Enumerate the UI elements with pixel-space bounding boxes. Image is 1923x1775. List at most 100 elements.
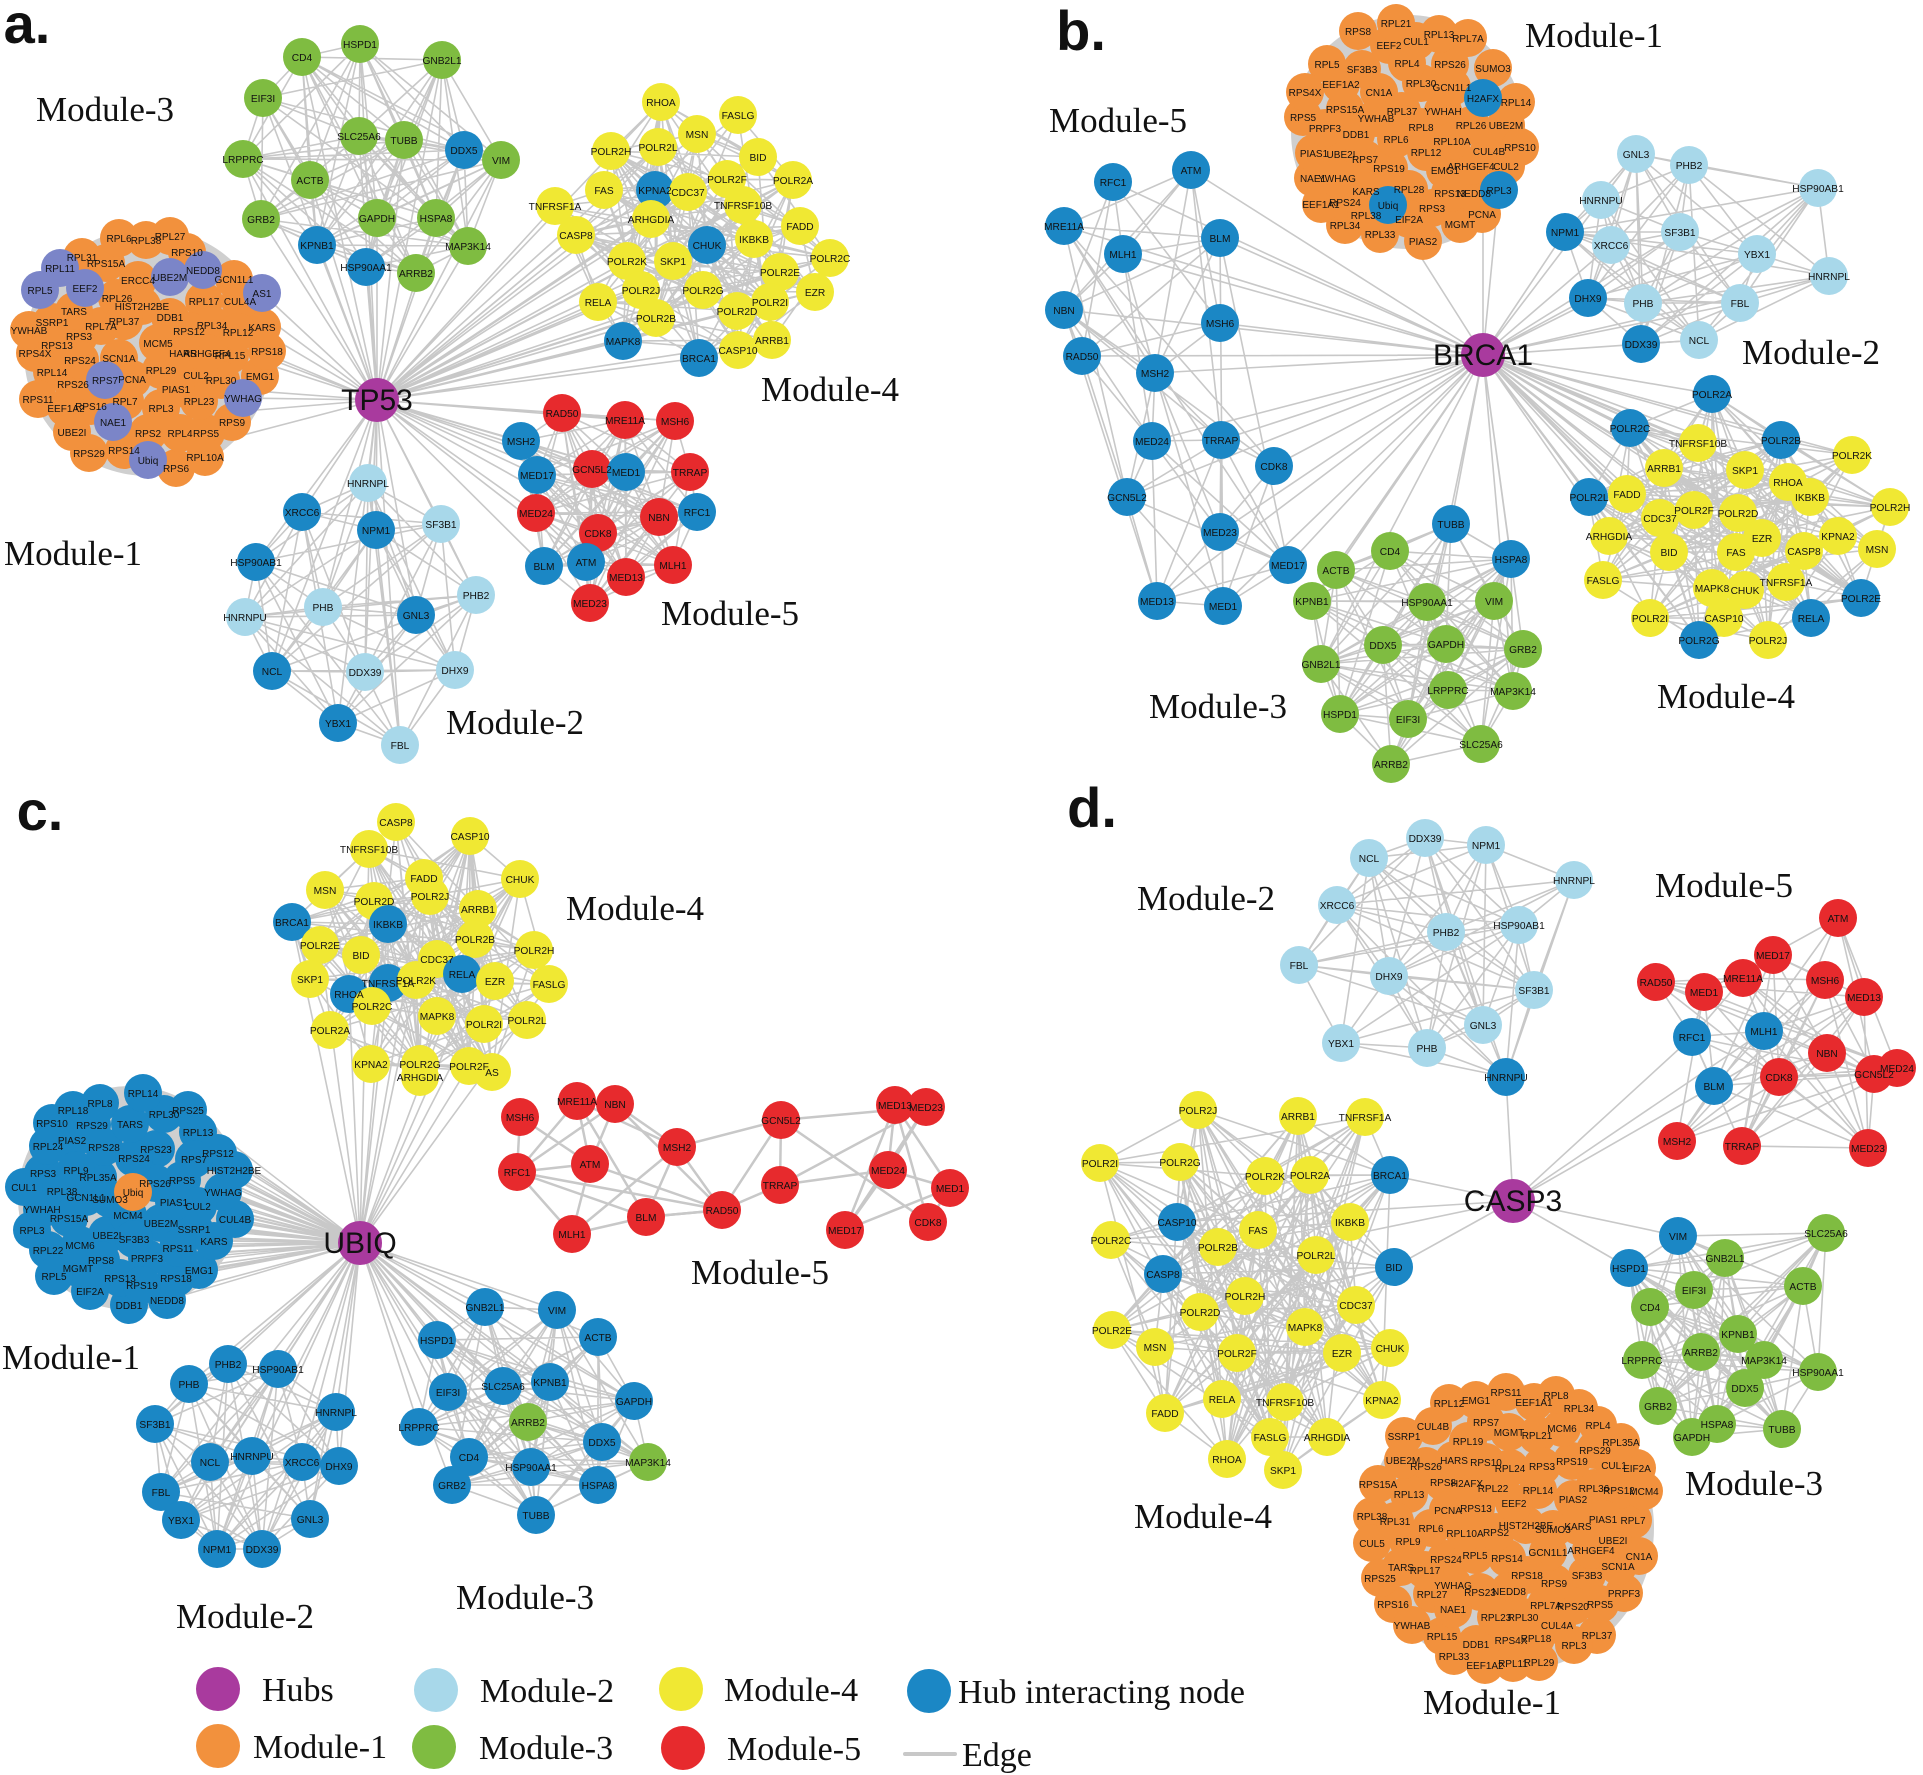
- svg-text:POLR2B: POLR2B: [1761, 436, 1801, 447]
- svg-text:RPL11: RPL11: [45, 264, 75, 275]
- svg-text:GCN5L2: GCN5L2: [1107, 493, 1147, 504]
- svg-text:d.: d.: [1067, 776, 1117, 839]
- svg-text:RPL34: RPL34: [197, 321, 228, 332]
- svg-text:UBE2I: UBE2I: [1599, 1536, 1628, 1547]
- svg-text:a.: a.: [4, 0, 51, 55]
- svg-text:UBE2I: UBE2I: [93, 1231, 122, 1242]
- svg-text:POLR2A: POLR2A: [773, 176, 813, 187]
- svg-text:CHUK: CHUK: [506, 875, 535, 886]
- svg-text:MSN: MSN: [314, 886, 337, 897]
- svg-text:FAS: FAS: [1248, 1226, 1267, 1237]
- svg-text:RPS13: RPS13: [41, 341, 73, 352]
- svg-text:AS1: AS1: [253, 289, 272, 300]
- svg-text:SF3B1: SF3B1: [1518, 986, 1549, 997]
- svg-text:MED23: MED23: [909, 1103, 943, 1114]
- svg-text:CN1A: CN1A: [1626, 1552, 1653, 1563]
- svg-text:POLR2B: POLR2B: [455, 935, 495, 946]
- svg-text:SSRP1: SSRP1: [178, 1225, 211, 1236]
- svg-text:MCM4: MCM4: [1629, 1487, 1659, 1498]
- svg-text:SKP1: SKP1: [297, 975, 323, 986]
- svg-text:TUBB: TUBB: [1437, 520, 1464, 531]
- svg-text:MSN: MSN: [686, 130, 709, 141]
- svg-text:RPS2: RPS2: [135, 429, 162, 440]
- svg-text:VIM: VIM: [492, 156, 510, 167]
- svg-text:PRPF3: PRPF3: [1608, 1589, 1641, 1600]
- svg-text:RPS15A: RPS15A: [1326, 105, 1365, 116]
- svg-text:SLC25A6: SLC25A6: [1459, 740, 1503, 751]
- svg-text:RPL14: RPL14: [128, 1089, 159, 1100]
- svg-text:UBE2I: UBE2I: [1327, 150, 1356, 161]
- svg-text:BLM: BLM: [1704, 1082, 1725, 1093]
- svg-text:SF3B1: SF3B1: [425, 520, 456, 531]
- svg-text:CHUK: CHUK: [1731, 586, 1760, 597]
- svg-text:KPNB1: KPNB1: [533, 1378, 567, 1389]
- svg-text:EMG1: EMG1: [246, 372, 275, 383]
- svg-text:POLR2L: POLR2L: [1569, 493, 1608, 504]
- svg-text:MGMT: MGMT: [1494, 1428, 1525, 1439]
- svg-text:RPL5: RPL5: [27, 286, 52, 297]
- svg-text:GNL3: GNL3: [1623, 150, 1650, 161]
- svg-text:ACTB: ACTB: [584, 1333, 611, 1344]
- svg-text:MED24: MED24: [871, 1166, 905, 1177]
- svg-text:RHOA: RHOA: [1212, 1455, 1242, 1466]
- svg-text:RPL24: RPL24: [33, 1142, 64, 1153]
- svg-text:FBL: FBL: [391, 741, 410, 752]
- svg-text:PCNA: PCNA: [1468, 210, 1496, 221]
- svg-text:POLR2K: POLR2K: [1245, 1172, 1285, 1183]
- svg-text:CUL4B: CUL4B: [1417, 1422, 1450, 1433]
- svg-text:MED1: MED1: [612, 468, 641, 479]
- svg-text:POLR2F: POLR2F: [1217, 1349, 1257, 1360]
- svg-text:CHUK: CHUK: [693, 241, 722, 252]
- svg-text:EIF3I: EIF3I: [1396, 715, 1420, 726]
- svg-text:GRB2: GRB2: [1509, 645, 1537, 656]
- svg-text:Module-4: Module-4: [1657, 677, 1795, 716]
- svg-text:RPS5: RPS5: [169, 1176, 196, 1187]
- svg-text:EZR: EZR: [485, 977, 505, 988]
- svg-text:CDC37: CDC37: [420, 955, 454, 966]
- svg-text:MED24: MED24: [1880, 1064, 1914, 1075]
- svg-text:PCNA: PCNA: [1434, 1506, 1462, 1517]
- svg-text:H2AFX: H2AFX: [1451, 1479, 1484, 1490]
- svg-text:NEDD8: NEDD8: [1492, 1587, 1526, 1598]
- svg-text:TRRAP: TRRAP: [673, 468, 708, 479]
- svg-text:EMG1: EMG1: [185, 1266, 214, 1277]
- svg-text:FASLG: FASLG: [722, 111, 755, 122]
- svg-text:YWHAG: YWHAG: [224, 394, 262, 405]
- svg-text:TARS: TARS: [61, 307, 87, 318]
- svg-text:HSPA8: HSPA8: [582, 1481, 615, 1492]
- svg-text:ERCC4: ERCC4: [121, 276, 155, 287]
- svg-text:CUL1: CUL1: [11, 1183, 37, 1194]
- svg-text:HIST2H2BE: HIST2H2BE: [115, 302, 170, 313]
- svg-text:RPL7: RPL7: [1620, 1516, 1645, 1527]
- svg-text:Hubs: Hubs: [262, 1672, 334, 1709]
- svg-text:HSP90AA1: HSP90AA1: [340, 263, 392, 274]
- svg-text:RPL38: RPL38: [1357, 1512, 1388, 1523]
- svg-text:Module-3: Module-3: [1685, 1464, 1823, 1503]
- svg-text:HSPA8: HSPA8: [420, 214, 453, 225]
- svg-text:RPL7A: RPL7A: [85, 322, 117, 333]
- svg-text:PHB2: PHB2: [463, 591, 490, 602]
- svg-text:GCN5L2: GCN5L2: [572, 465, 612, 476]
- svg-text:CUL1: CUL1: [1601, 1461, 1627, 1472]
- svg-text:MED23: MED23: [1851, 1144, 1885, 1155]
- svg-text:MED24: MED24: [1135, 437, 1169, 448]
- svg-text:ARRB1: ARRB1: [1281, 1112, 1315, 1123]
- svg-text:DDX39: DDX39: [1625, 340, 1658, 351]
- svg-text:FAS: FAS: [594, 186, 613, 197]
- svg-text:RPS3: RPS3: [1529, 1462, 1556, 1473]
- svg-text:RPL12: RPL12: [1434, 1399, 1465, 1410]
- svg-text:RHOA: RHOA: [646, 98, 676, 109]
- svg-text:EIF3I: EIF3I: [436, 1388, 460, 1399]
- svg-text:Ubiq: Ubiq: [123, 1188, 144, 1199]
- svg-text:DDB1: DDB1: [116, 1301, 143, 1312]
- svg-text:BLM: BLM: [636, 1213, 657, 1224]
- svg-text:HARS: HARS: [169, 349, 197, 360]
- svg-text:RPS7: RPS7: [92, 376, 119, 387]
- svg-text:Module-5: Module-5: [727, 1731, 861, 1768]
- svg-text:RPS29: RPS29: [76, 1121, 108, 1132]
- svg-text:Module-2: Module-2: [480, 1673, 614, 1710]
- svg-text:CDC37: CDC37: [1339, 1301, 1373, 1312]
- svg-text:Hub interacting node: Hub interacting node: [958, 1674, 1245, 1711]
- svg-text:Module-3: Module-3: [456, 1578, 594, 1617]
- svg-text:HNRNPU: HNRNPU: [223, 613, 267, 624]
